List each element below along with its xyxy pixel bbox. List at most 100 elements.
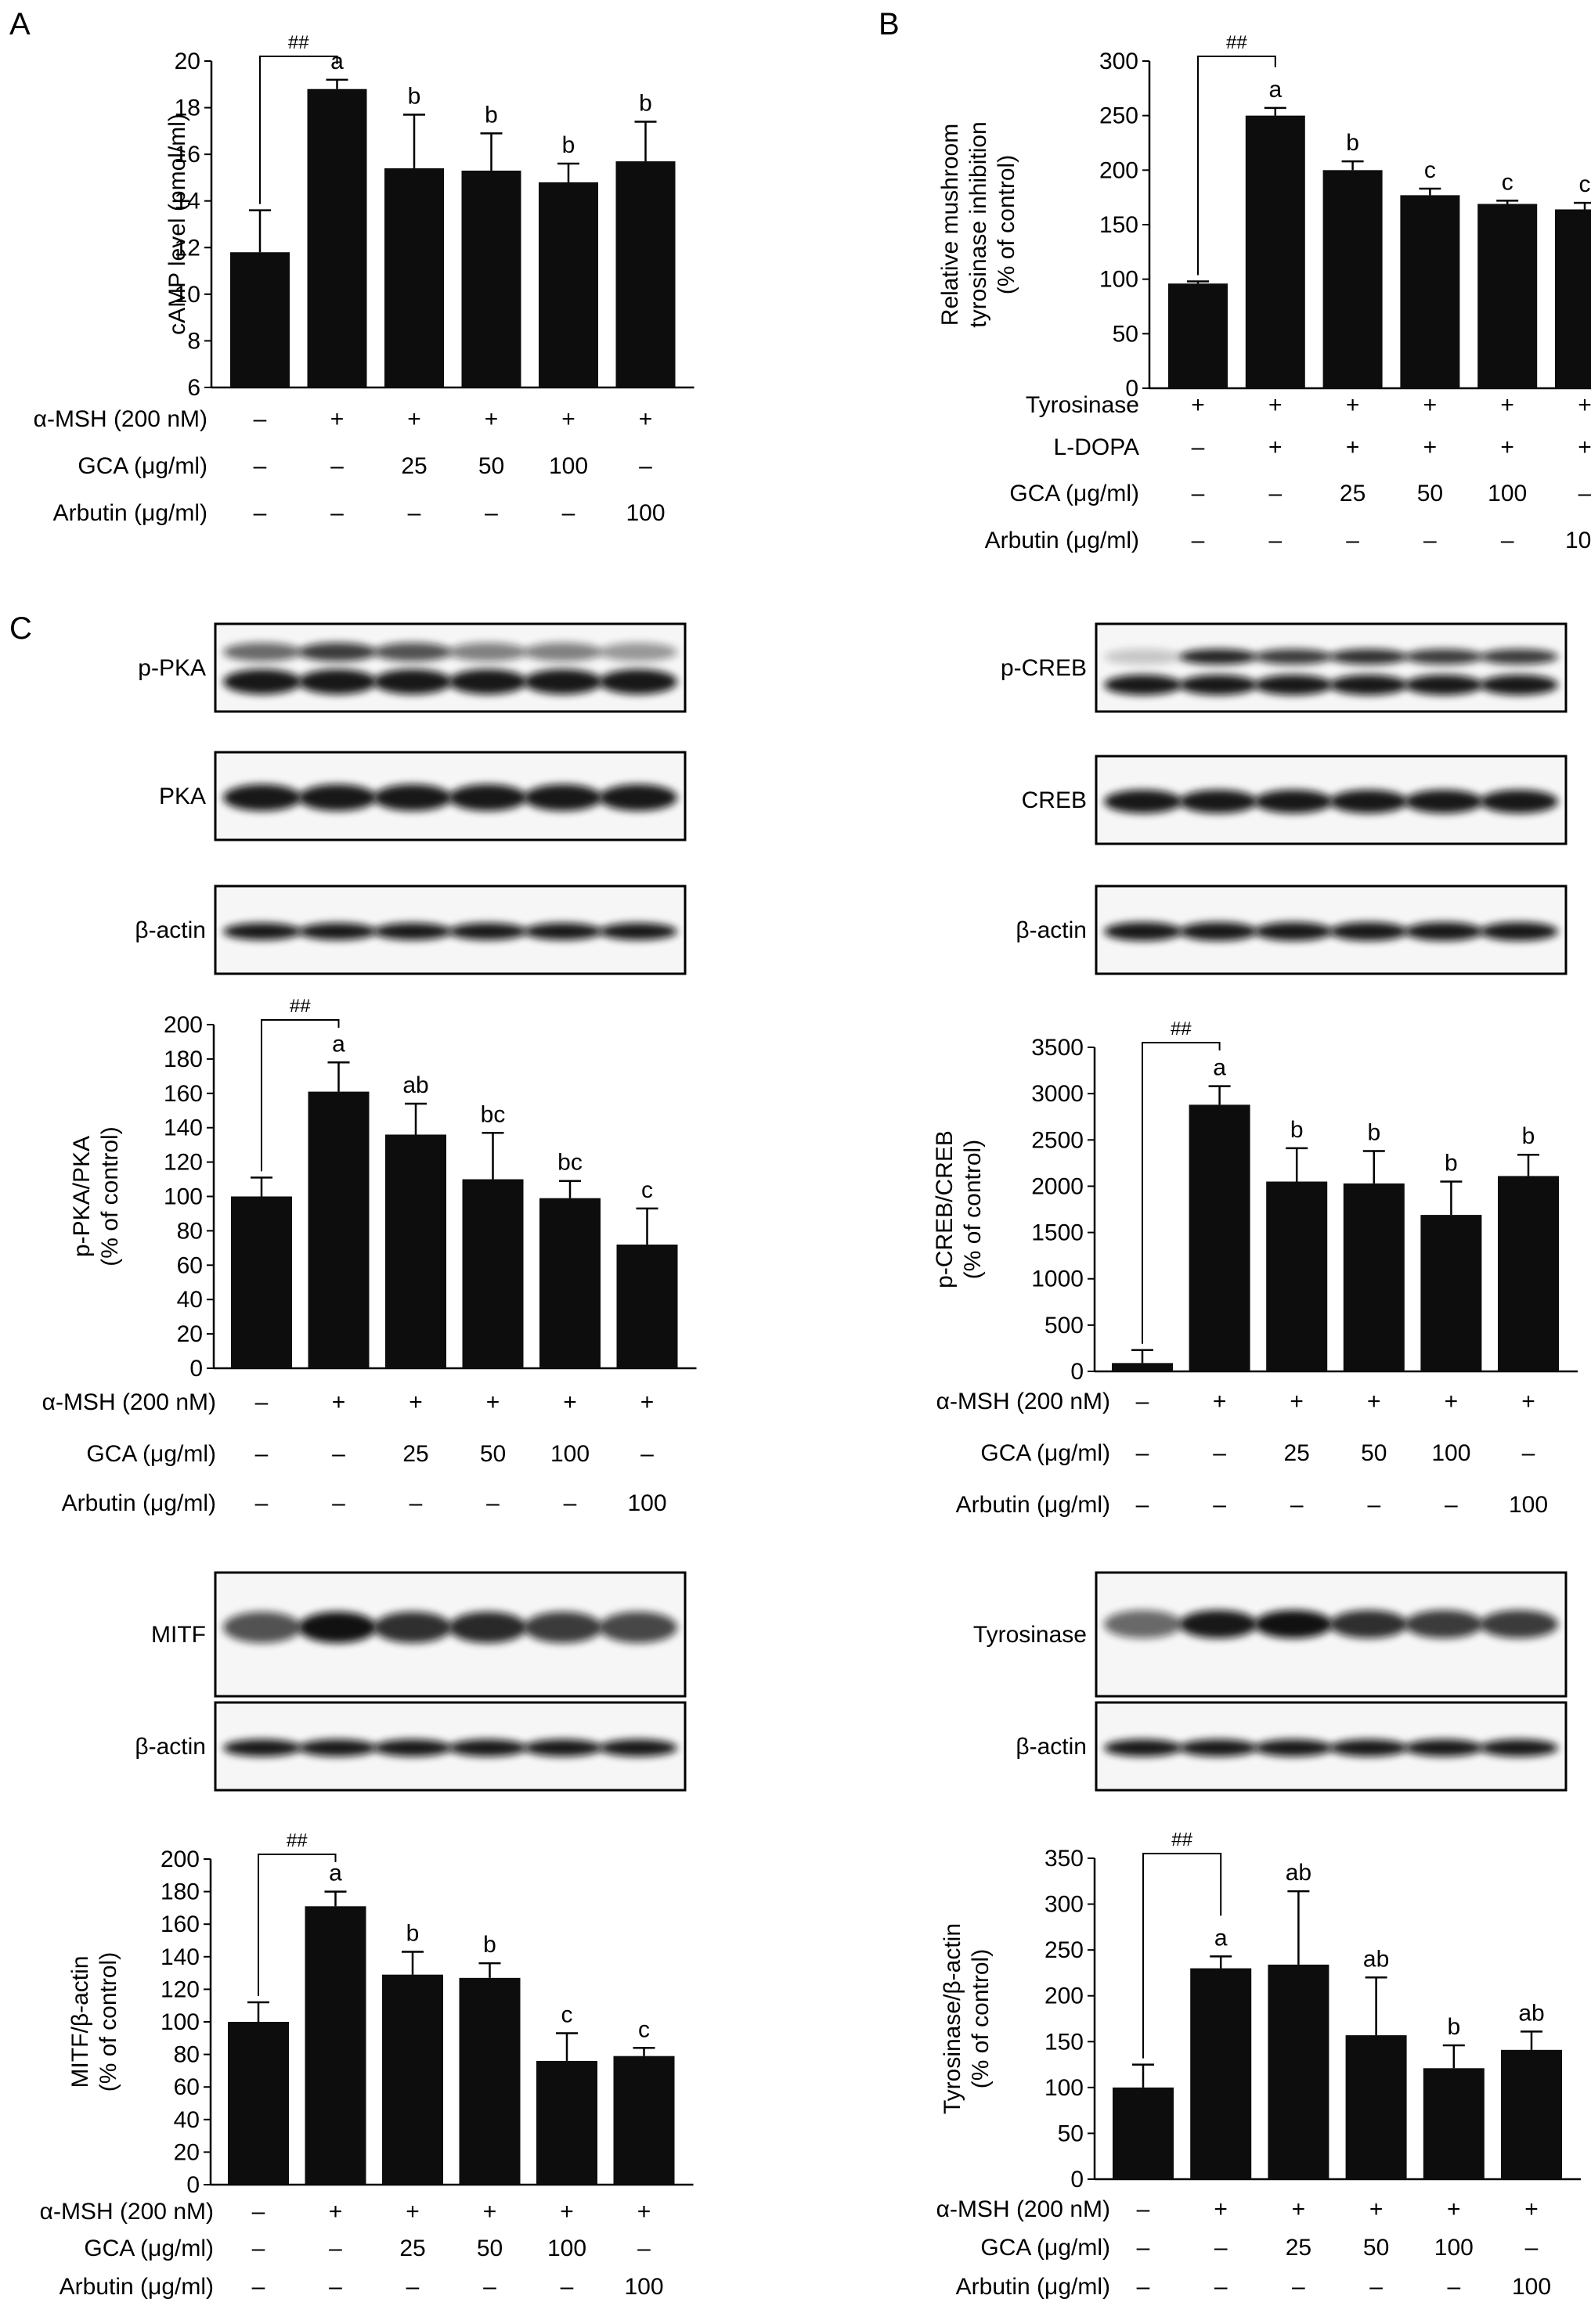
significance-letter: ab [1518,2000,1544,2026]
treatment-cell: + [1500,434,1514,460]
blot-band [1329,1739,1408,1757]
treatment-cell: – [330,500,344,526]
treatment-cell: 25 [401,453,427,479]
bar [1112,1363,1173,1371]
y-tick-label: 1000 [1031,1266,1084,1292]
y-axis-label: MITF/β-actin [67,1956,93,2088]
comparison-bracket [1142,1853,1222,2059]
treatment-cell: + [1292,2196,1306,2222]
treatment-cell: – [1192,434,1205,460]
treatment-cell: + [330,406,345,432]
y-axis-label: (% of control) [97,1126,123,1266]
significance-letter: ab [1363,1946,1389,1972]
western-blots: p-PKA PKA β-actin p-CREB CREB β-actin MITF β-ac… [135,622,1568,1792]
treatment-row-label: Arbutin (μg/ml) [60,2274,214,2300]
treatment-cell: – [329,2236,342,2261]
y-tick-label: 3500 [1031,1035,1084,1061]
treatment-cell: + [1369,2196,1384,2222]
treatment-cell: + [560,2199,574,2225]
blot-band [1254,675,1333,695]
blot-band [1405,1610,1483,1638]
treatment-cell: – [252,2199,265,2225]
treatment-row-label: α-MSH (200 nM) [42,1389,216,1415]
y-tick-label: 350 [1044,1846,1084,1872]
treatment-cell: 100 [1488,481,1527,506]
treatment-cell: 25 [399,2236,425,2261]
treatment-cell: – [1136,1440,1149,1466]
treatment-cell: – [252,2236,265,2261]
treatment-cell: 100 [550,1441,590,1467]
bar [616,1244,678,1368]
blot-band [449,1612,527,1643]
blot-band [223,669,301,694]
significance-letter: a [332,1031,345,1057]
treatment-cell: + [1423,434,1438,460]
significance-letter: a [1214,1925,1228,1951]
bar [1498,1176,1559,1371]
blot-band [449,1739,527,1757]
blot-frame [1095,1571,1568,1698]
blot-label: β-actin [1016,917,1087,943]
treatment-row-label: Arbutin (μg/ml) [53,500,207,526]
blot-band [1104,649,1182,665]
y-axis-label: (% of control) [994,155,1019,294]
significance-letter: ab [1286,1860,1311,1886]
treatment-cell: + [1578,434,1591,460]
y-axis-label: (% of control) [968,1949,994,2088]
bar [1322,170,1383,389]
treatment-cell: + [409,1389,423,1415]
chart-tyrosinase-actin: 0 50 100 150 200 250 300 350 Tyrosinase/β-actin(… [936,1829,1581,2300]
y-tick-label: 1500 [1031,1220,1084,1246]
bar [308,1091,370,1368]
treatment-row-label: GCA (μg/ml) [84,2236,214,2261]
blot-band [449,784,527,811]
blot-band [1104,1610,1182,1638]
significance-letter: bc [481,1101,506,1127]
treatment-cell: + [639,406,653,432]
treatment-cell: – [639,453,652,479]
blot-band [1480,649,1558,665]
y-axis-label: p-PKA/PKA [69,1136,95,1257]
significance-letter: b [408,84,421,110]
treatment-cell: + [561,406,575,432]
y-tick-label: 8 [187,328,200,354]
bar [1268,1964,1329,2179]
blot-label: β-actin [135,917,206,943]
significance-letter: b [562,132,575,158]
blot-band [599,669,677,694]
blot-band [298,923,377,940]
y-tick-label: 40 [177,1287,203,1313]
y-tick-label: 10 [175,282,200,308]
treatment-cell: + [486,1389,500,1415]
treatment-cell: – [1367,1492,1380,1518]
panel-label-a: A [9,7,31,41]
treatment-cell: 100 [547,2236,586,2261]
y-tick-label: 14 [175,189,200,214]
blot-band [1480,790,1558,813]
bar [462,1179,524,1368]
blot-band [1179,675,1257,695]
blot-band [298,669,377,694]
treatment-cell: + [329,2199,343,2225]
bar [613,2056,675,2185]
y-tick-label: 200 [1099,157,1138,183]
blot-label: p-CREB [1001,655,1087,681]
treatment-cell: – [1578,481,1591,506]
y-tick-label: 60 [174,2074,200,2100]
blot-band [1179,790,1257,813]
chart-ppka-pka: 0 20 40 60 80 100 120 140 160 180 200 p-PKA/PKA (% o… [42,996,697,1516]
blot-label: MITF [151,1622,206,1648]
blot-band [1254,1739,1333,1757]
blot-label: p-PKA [138,655,206,681]
treatment-cell: – [561,2274,574,2300]
treatment-cell: – [254,406,267,432]
treatment-row-label: GCA (μg/ml) [1009,481,1139,506]
treatment-cell: – [332,1441,345,1467]
bar [1345,2035,1407,2179]
blot-band [1179,649,1257,665]
chart-mitf-actin: 0 20 40 60 80 100 120 140 160 180 200 MITF/β-actin(… [40,1830,694,2300]
bar [1420,1215,1482,1371]
bar [384,168,444,387]
blot-band [1104,1739,1182,1757]
